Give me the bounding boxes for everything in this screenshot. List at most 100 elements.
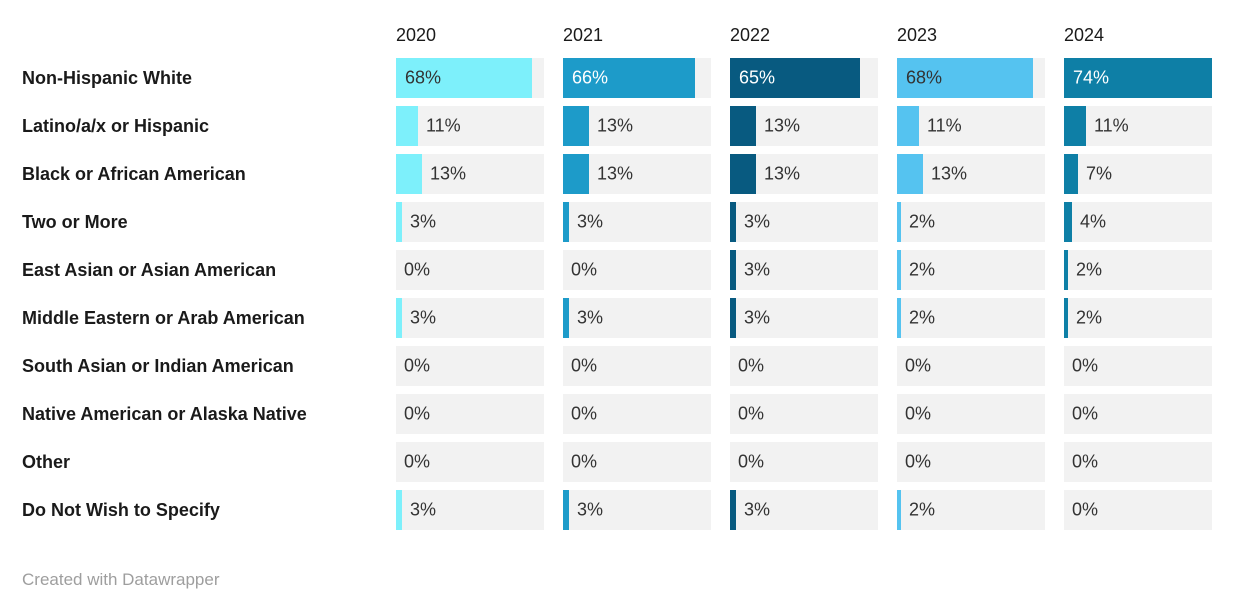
bar-value-label: 2% (1076, 259, 1103, 280)
bar-track: 3% (730, 298, 878, 338)
bar-fill (563, 154, 589, 194)
bar-track: 11% (396, 106, 544, 146)
bar-fill (563, 298, 569, 338)
bar-value-label: 0% (1072, 451, 1099, 472)
bar-track: 0% (897, 442, 1045, 482)
bar-track: 13% (396, 154, 544, 194)
bar-track: 74% (1064, 58, 1212, 98)
row-label: Latino/a/x or Hispanic (22, 115, 210, 136)
bar-value-label: 68% (405, 67, 442, 88)
bar-value-label: 2% (909, 211, 936, 232)
bar-track: 7% (1064, 154, 1212, 194)
bar-fill (1064, 202, 1072, 242)
bar-track: 3% (730, 202, 878, 242)
bar-track: 2% (897, 250, 1045, 290)
bar-track: 0% (1064, 442, 1212, 482)
bar-value-label: 0% (404, 259, 431, 280)
bar-track: 3% (396, 490, 544, 530)
column-header-2023: 2023 (897, 24, 938, 45)
bar-value-label: 3% (410, 307, 437, 328)
bar-value-label: 13% (764, 163, 801, 184)
bar-value-label: 0% (738, 355, 765, 376)
bar-value-label: 11% (927, 115, 962, 136)
bar-track: 2% (897, 490, 1045, 530)
bar-value-label: 2% (909, 259, 936, 280)
row-label: Other (22, 451, 71, 472)
bar-track: 0% (563, 394, 711, 434)
bar-value-label: 3% (577, 499, 604, 520)
column-header-2024: 2024 (1064, 24, 1105, 45)
bar-fill (897, 490, 901, 530)
bar-value-label: 0% (905, 451, 932, 472)
bar-track: 0% (1064, 394, 1212, 434)
bar-track: 0% (730, 442, 878, 482)
bar-value-label: 66% (572, 67, 609, 88)
bar-fill (1064, 106, 1086, 146)
bar-fill (396, 490, 402, 530)
bar-value-label: 3% (744, 259, 771, 280)
bar-fill (897, 250, 901, 290)
bar-track: 68% (897, 58, 1045, 98)
bar-value-label: 11% (1094, 115, 1129, 136)
bar-value-label: 0% (404, 355, 431, 376)
bar-track: 11% (897, 106, 1045, 146)
bar-value-label: 0% (1072, 403, 1099, 424)
bar-track: 0% (563, 442, 711, 482)
bar-fill (730, 298, 736, 338)
bar-value-label: 2% (909, 499, 936, 520)
bar-fill (563, 106, 589, 146)
bar-fill (396, 58, 532, 98)
bar-value-label: 13% (597, 115, 634, 136)
row-label: East Asian or Asian American (22, 259, 277, 280)
bar-fill (897, 58, 1033, 98)
bar-value-label: 3% (577, 211, 604, 232)
bar-fill (1064, 154, 1078, 194)
row-label: Do Not Wish to Specify (22, 499, 220, 520)
bar-track: 13% (897, 154, 1045, 194)
bar-value-label: 0% (571, 403, 598, 424)
bar-value-label: 0% (738, 403, 765, 424)
bar-track: 3% (730, 490, 878, 530)
bar-fill (730, 250, 736, 290)
bar-value-label: 3% (744, 307, 771, 328)
bar-value-label: 4% (1080, 211, 1107, 232)
bar-track: 3% (730, 250, 878, 290)
bar-track: 0% (563, 250, 711, 290)
row-label: Black or African American (22, 163, 246, 184)
bar-track: 65% (730, 58, 878, 98)
bar-value-label: 68% (906, 67, 943, 88)
bar-fill (1064, 58, 1212, 98)
bar-track: 11% (1064, 106, 1212, 146)
bar-track: 0% (730, 346, 878, 386)
bar-fill (897, 106, 919, 146)
bar-track: 3% (563, 298, 711, 338)
bar-track: 0% (1064, 346, 1212, 386)
bar-fill (1064, 250, 1068, 290)
bar-fill (396, 298, 402, 338)
bar-track: 2% (1064, 298, 1212, 338)
bar-track: 68% (396, 58, 544, 98)
chart-grid: 2020 2021 2022 2023 2024 Non-Hispanic White 68… (22, 20, 1212, 530)
bar-track: 13% (563, 154, 711, 194)
bar-fill (897, 202, 901, 242)
bar-track: 2% (897, 298, 1045, 338)
bar-value-label: 3% (410, 499, 437, 520)
bar-value-label: 3% (410, 211, 437, 232)
bar-value-label: 2% (909, 307, 936, 328)
bar-track: 3% (396, 298, 544, 338)
datawrapper-attribution-link[interactable]: Created with Datawrapper (22, 570, 220, 589)
bar-fill (396, 202, 402, 242)
bar-value-label: 0% (404, 403, 431, 424)
bar-track: 13% (730, 154, 878, 194)
bar-track: 3% (396, 202, 544, 242)
bar-fill (730, 202, 736, 242)
column-header-2022: 2022 (730, 24, 771, 45)
bar-value-label: 13% (430, 163, 467, 184)
bar-value-label: 0% (1072, 355, 1099, 376)
bar-track: 4% (1064, 202, 1212, 242)
row-label: South Asian or Indian American (22, 355, 294, 376)
bar-track: 13% (563, 106, 711, 146)
bar-fill (396, 154, 422, 194)
bar-track: 0% (396, 250, 544, 290)
bar-fill (563, 202, 569, 242)
